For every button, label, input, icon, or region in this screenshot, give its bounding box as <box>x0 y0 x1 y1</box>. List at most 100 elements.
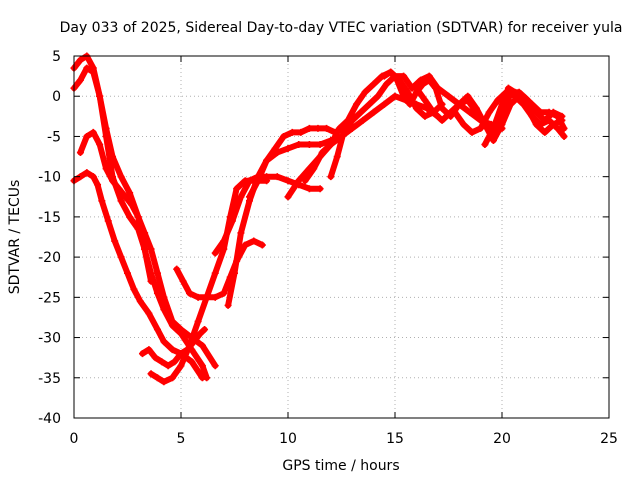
data-point <box>545 116 553 124</box>
data-point <box>237 229 245 237</box>
data-point <box>145 346 153 354</box>
y-tick-label: -15 <box>38 210 61 226</box>
data-point <box>284 177 292 185</box>
data-point <box>451 108 459 116</box>
data-point <box>186 342 194 350</box>
data-point <box>361 88 369 96</box>
data-point <box>263 173 271 181</box>
data-point <box>301 177 309 185</box>
data-point <box>310 165 318 173</box>
data-point <box>295 140 303 148</box>
data-point <box>124 269 131 277</box>
data-point <box>400 72 408 80</box>
data-point <box>179 277 187 285</box>
data-point <box>111 237 119 245</box>
data-point <box>459 120 467 128</box>
data-point <box>76 56 84 64</box>
data-point <box>537 120 545 128</box>
data-point <box>380 72 388 80</box>
data-point <box>211 362 219 370</box>
data-point <box>477 124 485 132</box>
data-point <box>504 84 512 92</box>
data-point <box>237 193 245 201</box>
data-point <box>220 237 228 245</box>
data-point <box>198 342 206 350</box>
data-point <box>220 289 228 297</box>
data-point <box>147 370 155 378</box>
data-point <box>305 124 313 132</box>
x-tick-label: 25 <box>600 431 618 447</box>
data-point <box>224 301 232 309</box>
chart-title: Day 033 of 2025, Sidereal Day-to-day VTE… <box>60 20 623 36</box>
data-point <box>153 326 161 334</box>
data-point <box>168 374 176 382</box>
data-point <box>370 108 378 116</box>
data-point <box>126 189 134 197</box>
data-point <box>335 124 343 132</box>
data-point <box>115 185 123 193</box>
data-point <box>359 116 367 124</box>
data-point <box>468 128 476 136</box>
data-point <box>160 293 168 301</box>
data-point <box>305 140 313 148</box>
data-point <box>393 76 401 84</box>
data-point <box>173 265 181 273</box>
data-point <box>498 116 506 124</box>
data-point <box>117 173 125 181</box>
data-point <box>198 362 206 370</box>
data-point <box>188 358 196 366</box>
data-point <box>284 193 292 201</box>
data-point <box>489 124 497 132</box>
data-point <box>438 116 446 124</box>
data-point <box>554 112 562 120</box>
data-point <box>404 88 412 96</box>
data-point <box>391 92 399 100</box>
data-point <box>233 185 241 193</box>
data-point <box>96 92 104 100</box>
data-point <box>485 108 493 116</box>
data-point <box>245 193 253 201</box>
data-point <box>153 269 161 277</box>
data-point <box>421 96 429 104</box>
data-point <box>297 128 305 136</box>
data-point <box>138 350 146 358</box>
data-point <box>89 128 97 136</box>
data-point <box>511 88 519 96</box>
y-tick-label: -25 <box>38 290 61 306</box>
data-point <box>231 269 238 277</box>
data-point <box>295 177 303 185</box>
data-point <box>128 201 136 209</box>
data-point <box>160 338 168 346</box>
data-point <box>250 237 258 245</box>
data-point <box>560 132 568 140</box>
data-point <box>136 297 144 305</box>
y-tick-label: -40 <box>38 411 61 427</box>
data-point <box>560 124 568 132</box>
data-point <box>273 173 281 181</box>
data-point <box>374 92 382 100</box>
data-point <box>519 100 527 108</box>
data-point <box>327 140 335 148</box>
data-point <box>314 124 322 132</box>
data-point <box>254 177 262 185</box>
data-point <box>83 169 91 177</box>
data-point <box>541 128 549 136</box>
data-point <box>382 80 390 88</box>
data-point <box>419 80 427 88</box>
data-point <box>147 269 155 277</box>
data-point <box>117 197 125 205</box>
data-point <box>406 100 414 108</box>
data-point <box>357 108 365 116</box>
data-point <box>158 358 166 366</box>
data-point <box>400 92 408 100</box>
data-point <box>380 100 388 108</box>
data-point <box>94 181 102 189</box>
data-point <box>466 108 474 116</box>
data-point <box>211 293 219 301</box>
data-point <box>327 173 335 181</box>
y-axis-label: SDTVAR / TECUs <box>7 180 23 295</box>
data-point <box>117 253 125 261</box>
data-point <box>245 177 253 185</box>
data-point <box>519 92 527 100</box>
